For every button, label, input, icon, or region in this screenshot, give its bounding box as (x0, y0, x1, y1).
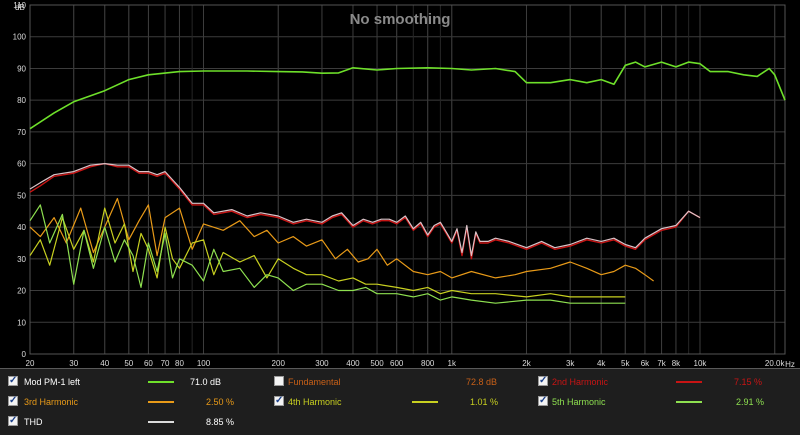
legend-item-2nd-harmonic: ✓ 2nd Harmonic 7.15 % (530, 372, 800, 392)
x-tick-label: 20.0k (765, 359, 786, 368)
legend-label: 4th Harmonic (288, 397, 342, 407)
y-tick-label: 100 (13, 33, 27, 42)
x-tick-label: 500 (370, 359, 384, 368)
legend-swatch (676, 381, 702, 383)
legend-label: Fundamental (288, 377, 341, 387)
plot-border (29, 4, 786, 355)
y-axis-unit: dB (15, 3, 25, 12)
x-tick-label: 3k (566, 359, 575, 368)
legend-checkbox[interactable]: ✓ (8, 415, 18, 426)
x-tick-label: 200 (272, 359, 286, 368)
y-tick-label: 30 (17, 255, 26, 264)
x-tick-label: 2k (522, 359, 531, 368)
x-tick-label: 5k (621, 359, 630, 368)
series-line-2nd-harmonic (29, 162, 701, 260)
x-tick-label: 80 (175, 359, 184, 368)
legend-checkbox[interactable]: ✓ (8, 375, 18, 386)
y-tick-label: 60 (17, 160, 26, 169)
x-tick-label: 10k (694, 359, 708, 368)
legend-swatch (148, 381, 174, 383)
x-tick-label: 300 (315, 359, 329, 368)
chart-title: No smoothing (350, 11, 451, 28)
legend-swatch (148, 421, 174, 423)
legend-checkbox[interactable]: ✓ (538, 375, 548, 386)
legend-item-thd: ✓ THD 8.85 % (0, 412, 270, 432)
legend-value: 7.15 % (734, 377, 763, 387)
legend-item-4th-harmonic: ✓ 4th Harmonic 1.01 % (266, 392, 536, 412)
legend-value: 2.91 % (736, 397, 765, 407)
legend-value: 72.8 dB (466, 377, 498, 387)
series-group (29, 61, 786, 304)
legend-swatch (148, 401, 174, 403)
legend-checkbox[interactable]: ✓ (274, 395, 284, 406)
y-tick-label: 10 (17, 318, 26, 327)
y-tick-label: 50 (17, 191, 26, 200)
y-tick-label: 0 (22, 350, 27, 359)
legend-value: 1.01 % (470, 397, 499, 407)
y-tick-label: 70 (17, 128, 26, 137)
legend-item-fundamental: Fundamental 72.8 dB (266, 372, 536, 392)
x-axis-unit: Hz (785, 360, 795, 368)
legend-value: 2.50 % (206, 397, 235, 407)
legend-label: 3rd Harmonic (24, 397, 79, 407)
x-tick-label: 30 (69, 359, 78, 368)
y-tick-label: 40 (17, 223, 26, 232)
x-tick-label: 40 (100, 359, 109, 368)
x-tick-label: 6k (641, 359, 650, 368)
legend-label: Mod PM-1 left (24, 377, 81, 387)
legend-label: 2nd Harmonic (552, 377, 609, 387)
tick-labels: 0 10 20 30 40 50 60 70 80 90 100 110 20 30 40 50 60 70 80 1… (13, 1, 786, 368)
legend-label: 5th Harmonic (552, 397, 606, 407)
legend-item-5th-harmonic: ✓ 5th Harmonic 2.91 % (530, 392, 800, 412)
legend-value: 8.85 % (206, 417, 235, 427)
legend-checkbox[interactable] (274, 376, 284, 386)
x-tick-label: 60 (144, 359, 153, 368)
legend-swatch (412, 401, 438, 403)
y-tick-label: 110 (13, 1, 26, 10)
x-tick-label: 1k (448, 359, 457, 368)
series-line-thd (29, 163, 701, 257)
series-line-3rd-harmonic (29, 197, 654, 282)
x-tick-label: 600 (390, 359, 404, 368)
x-tick-label: 50 (124, 359, 133, 368)
x-tick-label: 8k (672, 359, 681, 368)
x-tick-label: 100 (197, 359, 211, 368)
x-tick-label: 800 (421, 359, 435, 368)
legend-item-mod-pm1-left: ✓ Mod PM-1 left 71.0 dB (0, 372, 270, 392)
series-line-4th-harmonic (29, 207, 626, 298)
plot-area (30, 5, 785, 354)
y-tick-label: 20 (17, 287, 26, 296)
legend-item-3rd-harmonic: ✓ 3rd Harmonic 2.50 % (0, 392, 270, 412)
legend-checkbox[interactable]: ✓ (538, 395, 548, 406)
legend-value: 71.0 dB (190, 377, 222, 387)
x-tick-label: 7k (657, 359, 666, 368)
legend-swatch (676, 401, 702, 403)
x-tick-label: 20 (26, 359, 35, 368)
y-tick-label: 90 (17, 64, 26, 73)
x-tick-label: 400 (346, 359, 360, 368)
grid (29, 4, 786, 355)
legend-checkbox[interactable]: ✓ (8, 395, 18, 406)
x-tick-label: 70 (161, 359, 170, 368)
frequency-response-chart: 0 10 20 30 40 50 60 70 80 90 100 110 20 30 40 50 60 70 80 1… (13, 1, 795, 368)
series-line-5th-harmonic (29, 204, 626, 304)
legend-label: THD (24, 417, 43, 427)
series-line-mod-pm-1-left (29, 61, 786, 130)
x-tick-label: 4k (597, 359, 606, 368)
legend-panel: ✓ Mod PM-1 left 71.0 dB Fundamental 72.8… (0, 368, 800, 435)
y-tick-label: 80 (17, 96, 26, 105)
